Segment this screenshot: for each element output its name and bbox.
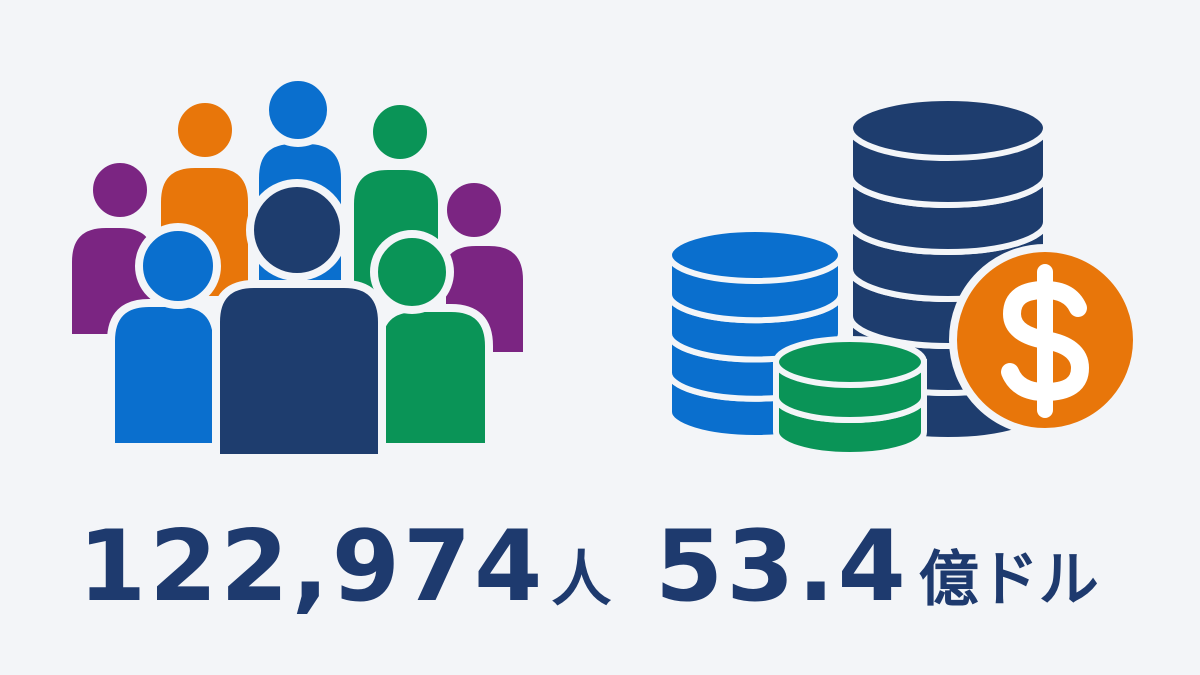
coins-icon: [666, 95, 1141, 458]
person-head: [246, 179, 348, 281]
person-body: [374, 304, 493, 451]
person-head: [85, 155, 155, 225]
person-head: [135, 223, 221, 309]
person-body: [107, 299, 221, 451]
person-head: [170, 95, 240, 165]
coin-top: [847, 95, 1049, 161]
person-body: [212, 280, 386, 462]
stat-unit: 人: [551, 545, 611, 615]
coin-top: [666, 226, 844, 284]
person-head: [370, 230, 454, 314]
person-head: [261, 73, 335, 147]
stat-number: 122,974: [78, 510, 545, 624]
people-icon: [64, 73, 531, 462]
stat-unit: 億ドル: [919, 545, 1099, 615]
stat-money: 53.4 億ドル: [655, 510, 1099, 624]
person-head: [365, 97, 435, 167]
stat-people: 122,974 人: [78, 510, 611, 624]
coin-top: [773, 336, 927, 388]
stat-number: 53.4: [655, 510, 909, 624]
person-head: [439, 175, 509, 245]
